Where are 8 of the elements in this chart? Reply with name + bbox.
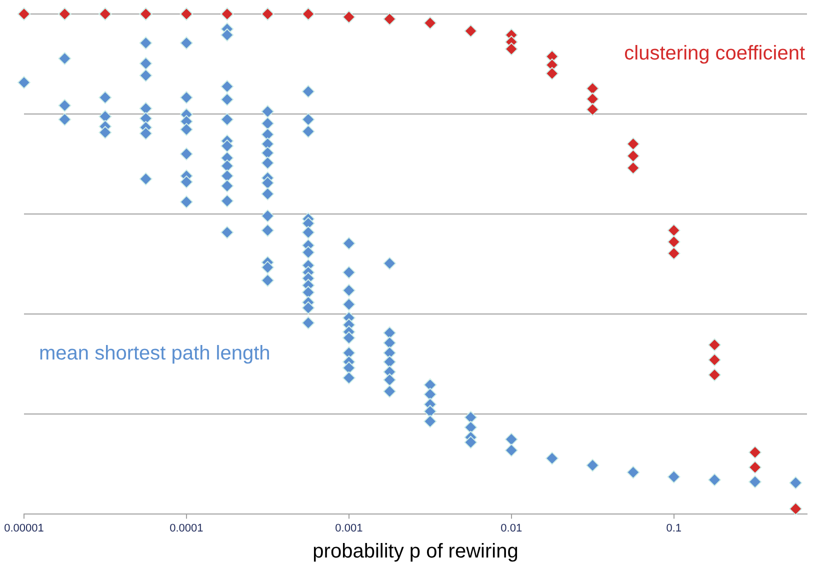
- x-tick-label: 0.1: [666, 522, 682, 534]
- x-tick-label: 0.01: [500, 522, 522, 534]
- x-tick-label: 0.0001: [170, 522, 204, 534]
- x-axis-title: probability p of rewiring: [312, 540, 518, 563]
- x-tick-label: 0.001: [335, 522, 363, 534]
- series-label: mean shortest path length: [39, 342, 270, 365]
- x-tick-label: 0.00001: [4, 522, 44, 534]
- series-label: clustering coefficient: [624, 42, 806, 65]
